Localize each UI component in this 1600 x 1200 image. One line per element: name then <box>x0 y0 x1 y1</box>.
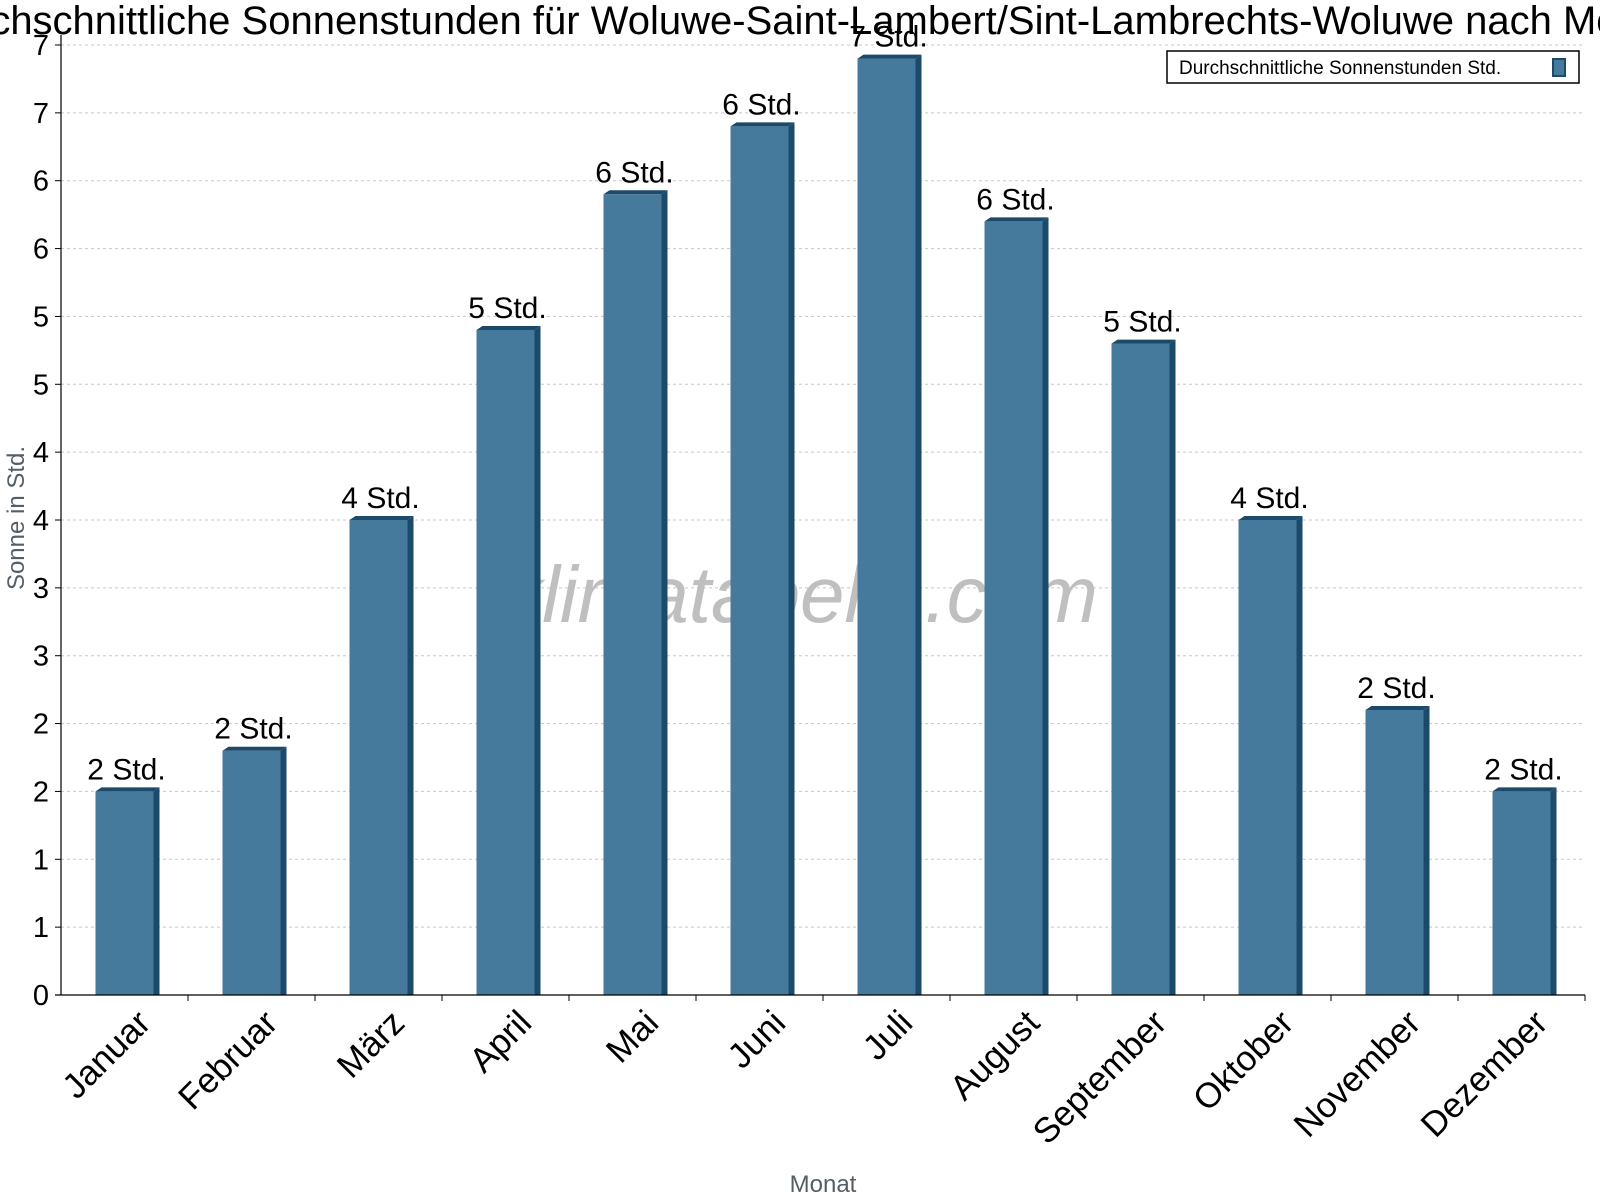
bar-top <box>984 217 1049 222</box>
bar-top <box>603 190 668 195</box>
data-labels: 2 Std. 2 Std. 4 Std. 5 Std. 6 Std. 6 Std. 7 St… <box>87 21 1562 787</box>
y-tick-label: 4 <box>33 505 49 537</box>
bar-side <box>534 326 541 995</box>
legend: Durchschnittliche Sonnenstunden Std. <box>1166 50 1580 84</box>
data-label: 6 Std. <box>722 88 800 121</box>
data-label: 7 Std. <box>849 21 927 54</box>
y-tick-label: 0 <box>33 980 49 1012</box>
bars <box>95 54 1557 996</box>
y-tick-label: 4 <box>33 437 49 469</box>
bar-top <box>857 54 922 59</box>
data-label: 2 Std. <box>1357 672 1435 705</box>
chart-title: Durchschnittliche Sonnenstunden für Wolu… <box>0 0 1600 43</box>
bar-top <box>1492 787 1557 792</box>
bar <box>1365 710 1424 995</box>
y-tick-labels: 0 1 1 2 2 3 3 4 4 5 5 6 6 7 7 <box>33 30 49 1012</box>
data-label: 5 Std. <box>1103 306 1181 339</box>
x-tick-label: September <box>1026 1003 1175 1152</box>
bar <box>1111 343 1170 996</box>
data-label: 4 Std. <box>341 482 419 515</box>
bar-side <box>280 746 287 995</box>
x-tick-label: April <box>462 1003 539 1080</box>
bar-side <box>661 190 668 996</box>
bar-side <box>915 54 922 996</box>
bar-side <box>407 516 414 995</box>
x-tick-label: Juli <box>855 1003 920 1068</box>
bar <box>984 221 1043 995</box>
x-tick-label: Juni <box>720 1003 793 1076</box>
bar <box>603 194 662 996</box>
x-tick-label: November <box>1286 1003 1428 1145</box>
x-tick-labels: Januar Februar März April Mai Juni Juli AugustS… <box>55 1003 1555 1152</box>
bar-side <box>1042 217 1049 995</box>
x-tick-label: Oktober <box>1186 1003 1302 1119</box>
bar <box>1492 791 1551 995</box>
bar <box>95 791 154 995</box>
bar-side <box>788 122 795 995</box>
bar <box>349 520 408 995</box>
x-tick-label: Dezember <box>1413 1003 1555 1145</box>
data-label: 4 Std. <box>1230 482 1308 515</box>
y-tick-label: 6 <box>33 166 49 198</box>
y-tick-label: 5 <box>33 369 49 401</box>
bar-side <box>1169 339 1176 996</box>
data-label: 6 Std. <box>595 156 673 189</box>
y-tick-label: 7 <box>33 98 49 130</box>
bar-side <box>1296 516 1303 995</box>
x-axis-title: Monat <box>790 1171 857 1198</box>
bar-top <box>349 516 414 520</box>
x-tick-label: März <box>330 1003 413 1086</box>
bar-top <box>476 326 541 330</box>
bar <box>857 58 916 996</box>
bar-top <box>95 787 160 792</box>
bar-side <box>153 787 160 995</box>
data-label: 5 Std. <box>468 292 546 325</box>
y-tick-label: 6 <box>33 234 49 266</box>
y-tick-label: 1 <box>33 844 49 876</box>
data-label: 2 Std. <box>87 753 165 786</box>
y-tick-label: 2 <box>33 776 49 808</box>
x-tick-label: August <box>943 1003 1048 1108</box>
bar <box>1238 520 1297 995</box>
data-label: 6 Std. <box>976 183 1054 216</box>
bar-top <box>1111 339 1176 344</box>
data-label: 2 Std. <box>1484 753 1562 786</box>
axes <box>55 35 1586 1001</box>
bar-top <box>1238 516 1303 520</box>
gridlines <box>61 44 1585 928</box>
bar <box>730 126 789 995</box>
y-tick-label: 7 <box>33 30 49 62</box>
y-tick-label: 2 <box>33 709 49 741</box>
legend-box <box>1166 50 1580 84</box>
bar-top <box>1365 706 1430 710</box>
legend-swatch <box>1552 58 1566 77</box>
y-tick-label: 3 <box>33 573 49 605</box>
y-tick-label: 1 <box>33 912 49 944</box>
y-axis-title: Sonne in Std. <box>3 446 30 590</box>
x-tick-label: Februar <box>171 1003 285 1117</box>
bar-side <box>1423 706 1430 995</box>
bar-side <box>1550 787 1557 995</box>
y-tick-label: 3 <box>33 641 49 673</box>
x-tick-label: Januar <box>55 1003 158 1106</box>
bar-top <box>730 122 795 127</box>
bar <box>476 330 535 995</box>
legend-label: Durchschnittliche Sonnenstunden Std. <box>1179 58 1501 79</box>
bar <box>222 750 281 995</box>
y-tick-label: 5 <box>33 301 49 333</box>
x-tick-label: Mai <box>599 1003 666 1070</box>
data-label: 2 Std. <box>214 713 292 746</box>
bar-top <box>222 746 287 751</box>
